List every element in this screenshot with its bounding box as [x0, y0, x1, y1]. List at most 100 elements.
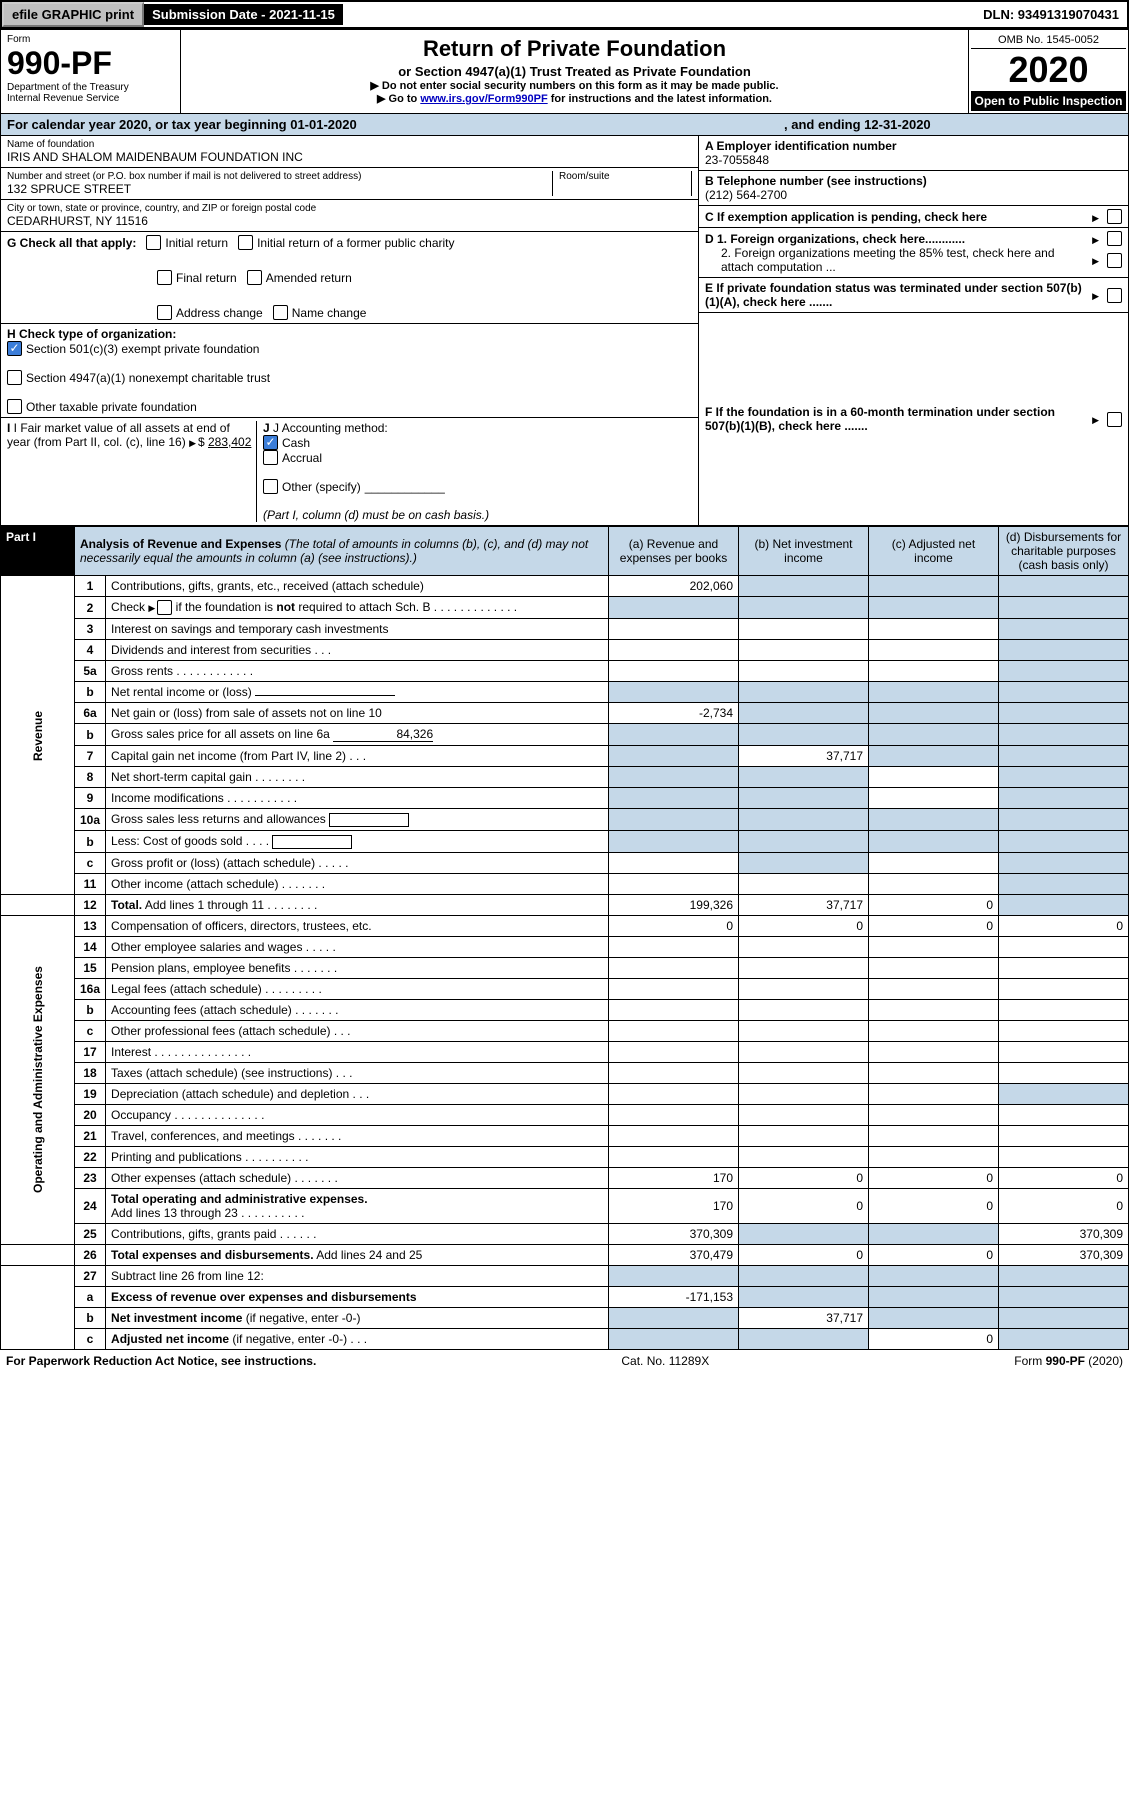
table-row: bAccounting fees (attach schedule) . . .… [1, 999, 1129, 1020]
line-desc: Total. Add lines 1 through 11 . . . . . … [106, 894, 609, 915]
line-desc: Depreciation (attach schedule) and deple… [106, 1083, 609, 1104]
line-desc: Net rental income or (loss) [106, 682, 609, 703]
form990pf-link[interactable]: www.irs.gov/Form990PF [420, 93, 547, 105]
e-checkbox[interactable] [1107, 288, 1122, 303]
line-num: 6a [75, 703, 106, 724]
f-checkbox[interactable] [1107, 412, 1122, 427]
j-note: (Part I, column (d) must be on cash basi… [263, 508, 489, 522]
line-num: 27 [75, 1265, 106, 1286]
table-row: cGross profit or (loss) (attach schedule… [1, 852, 1129, 873]
g-final: Final return [176, 271, 237, 285]
line-num: 17 [75, 1041, 106, 1062]
irs: Internal Revenue Service [7, 93, 174, 104]
line-num: b [75, 831, 106, 853]
table-row: bLess: Cost of goods sold . . . . [1, 831, 1129, 853]
line-num: b [75, 1307, 106, 1328]
d2-label: 2. Foreign organizations meeting the 85%… [705, 246, 1086, 274]
501c3-checkbox[interactable] [7, 341, 22, 356]
cell-d: 370,309 [999, 1223, 1129, 1244]
line-num: 5a [75, 661, 106, 682]
line-desc: Gross profit or (loss) (attach schedule)… [106, 852, 609, 873]
g-name: Name change [292, 306, 367, 320]
line-num: b [75, 999, 106, 1020]
name-change-checkbox[interactable] [273, 305, 288, 320]
table-row: 24Total operating and administrative exp… [1, 1188, 1129, 1223]
accrual-checkbox[interactable] [263, 450, 278, 465]
g-amend: Amended return [266, 271, 352, 285]
addr-label: Number and street (or P.O. box number if… [7, 171, 552, 182]
line-num: 19 [75, 1083, 106, 1104]
line-num: 2 [75, 597, 106, 619]
address-change-checkbox[interactable] [157, 305, 172, 320]
line-desc: Check if the foundation is not required … [106, 597, 609, 619]
line-desc: Taxes (attach schedule) (see instruction… [106, 1062, 609, 1083]
revenue-side-label: Revenue [1, 576, 75, 895]
line-desc: Gross sales less returns and allowances [106, 809, 609, 831]
top-bar: efile GRAPHIC print Submission Date - 20… [0, 0, 1129, 29]
line-num: 16a [75, 978, 106, 999]
line-desc: Income modifications . . . . . . . . . .… [106, 788, 609, 809]
line-desc: Subtract line 26 from line 12: [106, 1265, 609, 1286]
table-row: 20Occupancy . . . . . . . . . . . . . . [1, 1104, 1129, 1125]
col-a-header: (a) Revenue and expenses per books [609, 527, 739, 576]
line-num: 7 [75, 746, 106, 767]
final-return-checkbox[interactable] [157, 270, 172, 285]
4947-checkbox[interactable] [7, 370, 22, 385]
line-desc: Net gain or (loss) from sale of assets n… [106, 703, 609, 724]
initial-return-checkbox[interactable] [146, 235, 161, 250]
cell-a: 370,479 [609, 1244, 739, 1265]
g-addr: Address change [176, 306, 263, 320]
line-num: a [75, 1286, 106, 1307]
c-pending-label: C If exemption application is pending, c… [705, 210, 1086, 224]
table-row: 9Income modifications . . . . . . . . . … [1, 788, 1129, 809]
line-num: 1 [75, 576, 106, 597]
schb-checkbox[interactable] [157, 600, 172, 615]
line-num: 3 [75, 619, 106, 640]
cell-d: 0 [999, 1188, 1129, 1223]
g-initial: Initial return [165, 236, 228, 250]
initial-public-checkbox[interactable] [238, 235, 253, 250]
cash-checkbox[interactable] [263, 435, 278, 450]
cell-c: 0 [869, 1167, 999, 1188]
paperwork-notice: For Paperwork Reduction Act Notice, see … [6, 1354, 316, 1368]
other-taxable-checkbox[interactable] [7, 399, 22, 414]
cell-b: 0 [739, 1167, 869, 1188]
cell-c: 0 [869, 1328, 999, 1349]
amended-return-checkbox[interactable] [247, 270, 262, 285]
c-checkbox[interactable] [1107, 209, 1122, 224]
line-desc: Occupancy . . . . . . . . . . . . . . [106, 1104, 609, 1125]
table-row: bGross sales price for all assets on lin… [1, 724, 1129, 746]
other-method-checkbox[interactable] [263, 479, 278, 494]
part1-table: Part I Analysis of Revenue and Expenses … [0, 526, 1129, 1350]
line-desc: Total operating and administrative expen… [106, 1188, 609, 1223]
table-row: 27Subtract line 26 from line 12: [1, 1265, 1129, 1286]
efile-print-button[interactable]: efile GRAPHIC print [2, 2, 144, 27]
table-row: aExcess of revenue over expenses and dis… [1, 1286, 1129, 1307]
d2-checkbox[interactable] [1107, 253, 1122, 268]
col-d-header: (d) Disbursements for charitable purpose… [999, 527, 1129, 576]
line-desc: Less: Cost of goods sold . . . . [106, 831, 609, 853]
table-row: cOther professional fees (attach schedul… [1, 1020, 1129, 1041]
d1-checkbox[interactable] [1107, 231, 1122, 246]
line-desc: Travel, conferences, and meetings . . . … [106, 1125, 609, 1146]
info-block: Name of foundation IRIS AND SHALOM MAIDE… [0, 136, 1129, 526]
cell-a: -171,153 [609, 1286, 739, 1307]
section-g: G Check all that apply: Initial return I… [1, 232, 698, 324]
omb-number: OMB No. 1545-0052 [971, 32, 1126, 49]
form-number: 990-PF [7, 45, 174, 82]
form-header: Form 990-PF Department of the Treasury I… [0, 29, 1129, 114]
cell-b: 37,717 [739, 1307, 869, 1328]
cell-c: 0 [869, 1188, 999, 1223]
line-desc: Gross rents . . . . . . . . . . . . [106, 661, 609, 682]
tax-year: 2020 [971, 49, 1126, 91]
line-num: 22 [75, 1146, 106, 1167]
line-desc: Dividends and interest from securities .… [106, 640, 609, 661]
d1-label: D 1. Foreign organizations, check here..… [705, 232, 1086, 246]
cell-a: 199,326 [609, 894, 739, 915]
b-phone-label: B Telephone number (see instructions) [705, 174, 1122, 188]
line-num: 24 [75, 1188, 106, 1223]
line-desc: Other income (attach schedule) . . . . .… [106, 873, 609, 894]
g-label: G Check all that apply: [7, 236, 136, 250]
street-address: 132 SPRUCE STREET [7, 182, 552, 196]
goto-pre: ▶ Go to [377, 93, 420, 105]
